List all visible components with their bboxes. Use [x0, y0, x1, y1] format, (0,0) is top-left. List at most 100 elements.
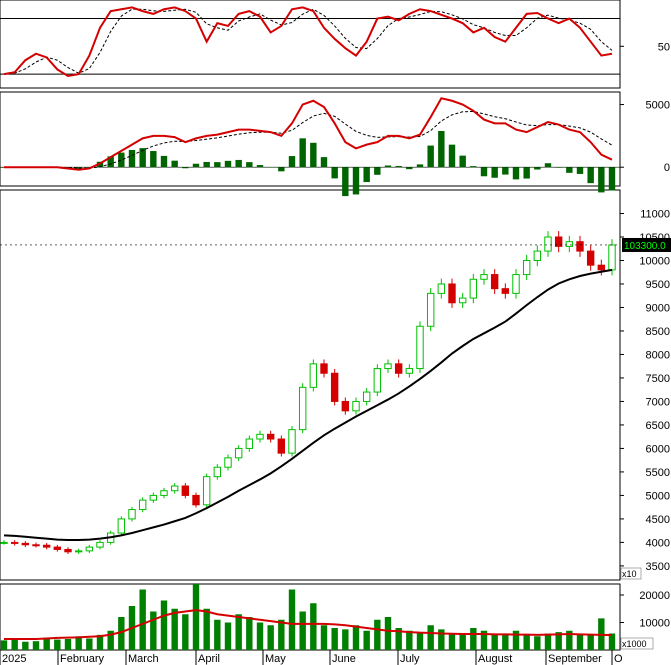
x-month-label: February [60, 653, 105, 665]
candle-body [394, 363, 403, 374]
macd-histogram-bar [224, 160, 232, 168]
macd-histogram-bar [171, 160, 178, 168]
macd-histogram-bar [512, 167, 520, 180]
y-tick-label-price: 5500 [646, 467, 670, 479]
volume-bar [534, 636, 541, 650]
volume-bar [214, 619, 221, 650]
macd-histogram-bar [491, 167, 498, 178]
candle-body [522, 259, 531, 276]
macd-histogram-bar [182, 167, 189, 169]
candle-body [0, 541, 8, 544]
stochastic-d-line [3, 8, 613, 75]
volume-bar [139, 589, 146, 650]
macd-histogram-bar [288, 156, 296, 168]
volume-bar [502, 633, 509, 650]
multiplier-box-price [620, 567, 642, 580]
last-price-label: 103300.0 [624, 241, 666, 252]
x-month-label: September [548, 653, 602, 665]
y-tick-label-stochastic: 50 [658, 41, 670, 53]
macd-histogram-bar [203, 161, 210, 168]
volume-bar [299, 611, 306, 650]
y-tick-label-macd: 0 [664, 162, 670, 174]
macd-line [4, 97, 613, 171]
y-tick-label-macd: 5000 [646, 100, 670, 112]
volume-bar [267, 625, 274, 650]
candle-body [373, 368, 382, 393]
candle-body [448, 283, 456, 304]
candle-body [362, 391, 371, 402]
macd-histogram-bar [214, 162, 221, 168]
candle-body [608, 244, 616, 271]
candle-body [224, 457, 232, 468]
y-tick-label-price: 7500 [646, 373, 670, 385]
macd-histogram-bar [544, 163, 552, 168]
candle-body [64, 548, 72, 553]
x-month-label: O [614, 653, 623, 665]
macd-histogram-bar [448, 144, 456, 168]
y-tick-label-price: 6500 [646, 420, 670, 432]
last-price-box [622, 237, 671, 252]
volume-bar [32, 641, 40, 650]
volume-bar [54, 639, 61, 650]
candle-body [74, 550, 83, 553]
macd-histogram-bar [235, 159, 242, 168]
volume-bar [608, 633, 616, 650]
volume-bar [288, 589, 296, 650]
multiplier-label-price: x10 [622, 569, 637, 579]
candle-body [352, 400, 360, 412]
candle-body [32, 544, 40, 547]
multiplier-label-volume: x1000 [622, 639, 647, 649]
y-tick-label-price: 9000 [646, 302, 670, 314]
panel-frame-macd [0, 91, 621, 187]
volume-bar [64, 639, 72, 650]
candle-body [202, 476, 211, 506]
volume-bar [555, 632, 562, 650]
candle-body [288, 429, 296, 454]
y-tick-label-price: 10000 [639, 255, 670, 267]
volume-bar [320, 625, 328, 650]
macd-histogram-bar [107, 156, 114, 168]
macd-histogram-bar [160, 155, 168, 168]
panel-frame-volume [0, 583, 621, 651]
macd-histogram-bar [555, 167, 562, 168]
volume-bar [576, 633, 584, 650]
macd-histogram-bar [331, 167, 338, 179]
macd-histogram-bar [139, 148, 146, 168]
candle-body [458, 297, 467, 304]
candle-body [256, 433, 264, 440]
volume-bar [448, 633, 456, 650]
macd-histogram-bar [75, 167, 82, 170]
y-tick-label-price: 9500 [646, 279, 670, 291]
macd-histogram-bar [470, 166, 477, 168]
macd-histogram-bar [374, 167, 381, 175]
macd-histogram-bar [118, 152, 125, 168]
y-tick-label-price: 4500 [646, 514, 670, 526]
panel-frame-stochastic [0, 0, 621, 89]
candle-body [117, 518, 126, 534]
volume-bar [246, 617, 253, 650]
volume-bar [459, 633, 466, 650]
candle-body [330, 372, 339, 402]
candle-body [42, 544, 51, 548]
macd-histogram-bar [395, 166, 402, 168]
macd-histogram-bar [299, 138, 306, 168]
candle-body [149, 494, 158, 501]
x-month-label: August [478, 653, 512, 665]
candle-body [298, 386, 307, 431]
candle-body [469, 278, 478, 299]
candle-body [138, 499, 147, 511]
y-tick-label-price: 3500 [646, 561, 670, 573]
macd-histogram-bar [598, 167, 605, 193]
volume-bar [256, 622, 264, 650]
candle-body [10, 541, 19, 544]
volume-bar [587, 634, 594, 650]
volume-bar [182, 614, 189, 650]
macd-histogram-bar [459, 155, 466, 168]
volume-bar [470, 628, 477, 650]
volume-bar [86, 638, 93, 650]
candle-body [181, 485, 190, 496]
stochastic-k-line [3, 6, 613, 78]
candle-body [565, 241, 574, 247]
volume-bar [363, 630, 370, 650]
macd-histogram-bar [406, 167, 413, 170]
